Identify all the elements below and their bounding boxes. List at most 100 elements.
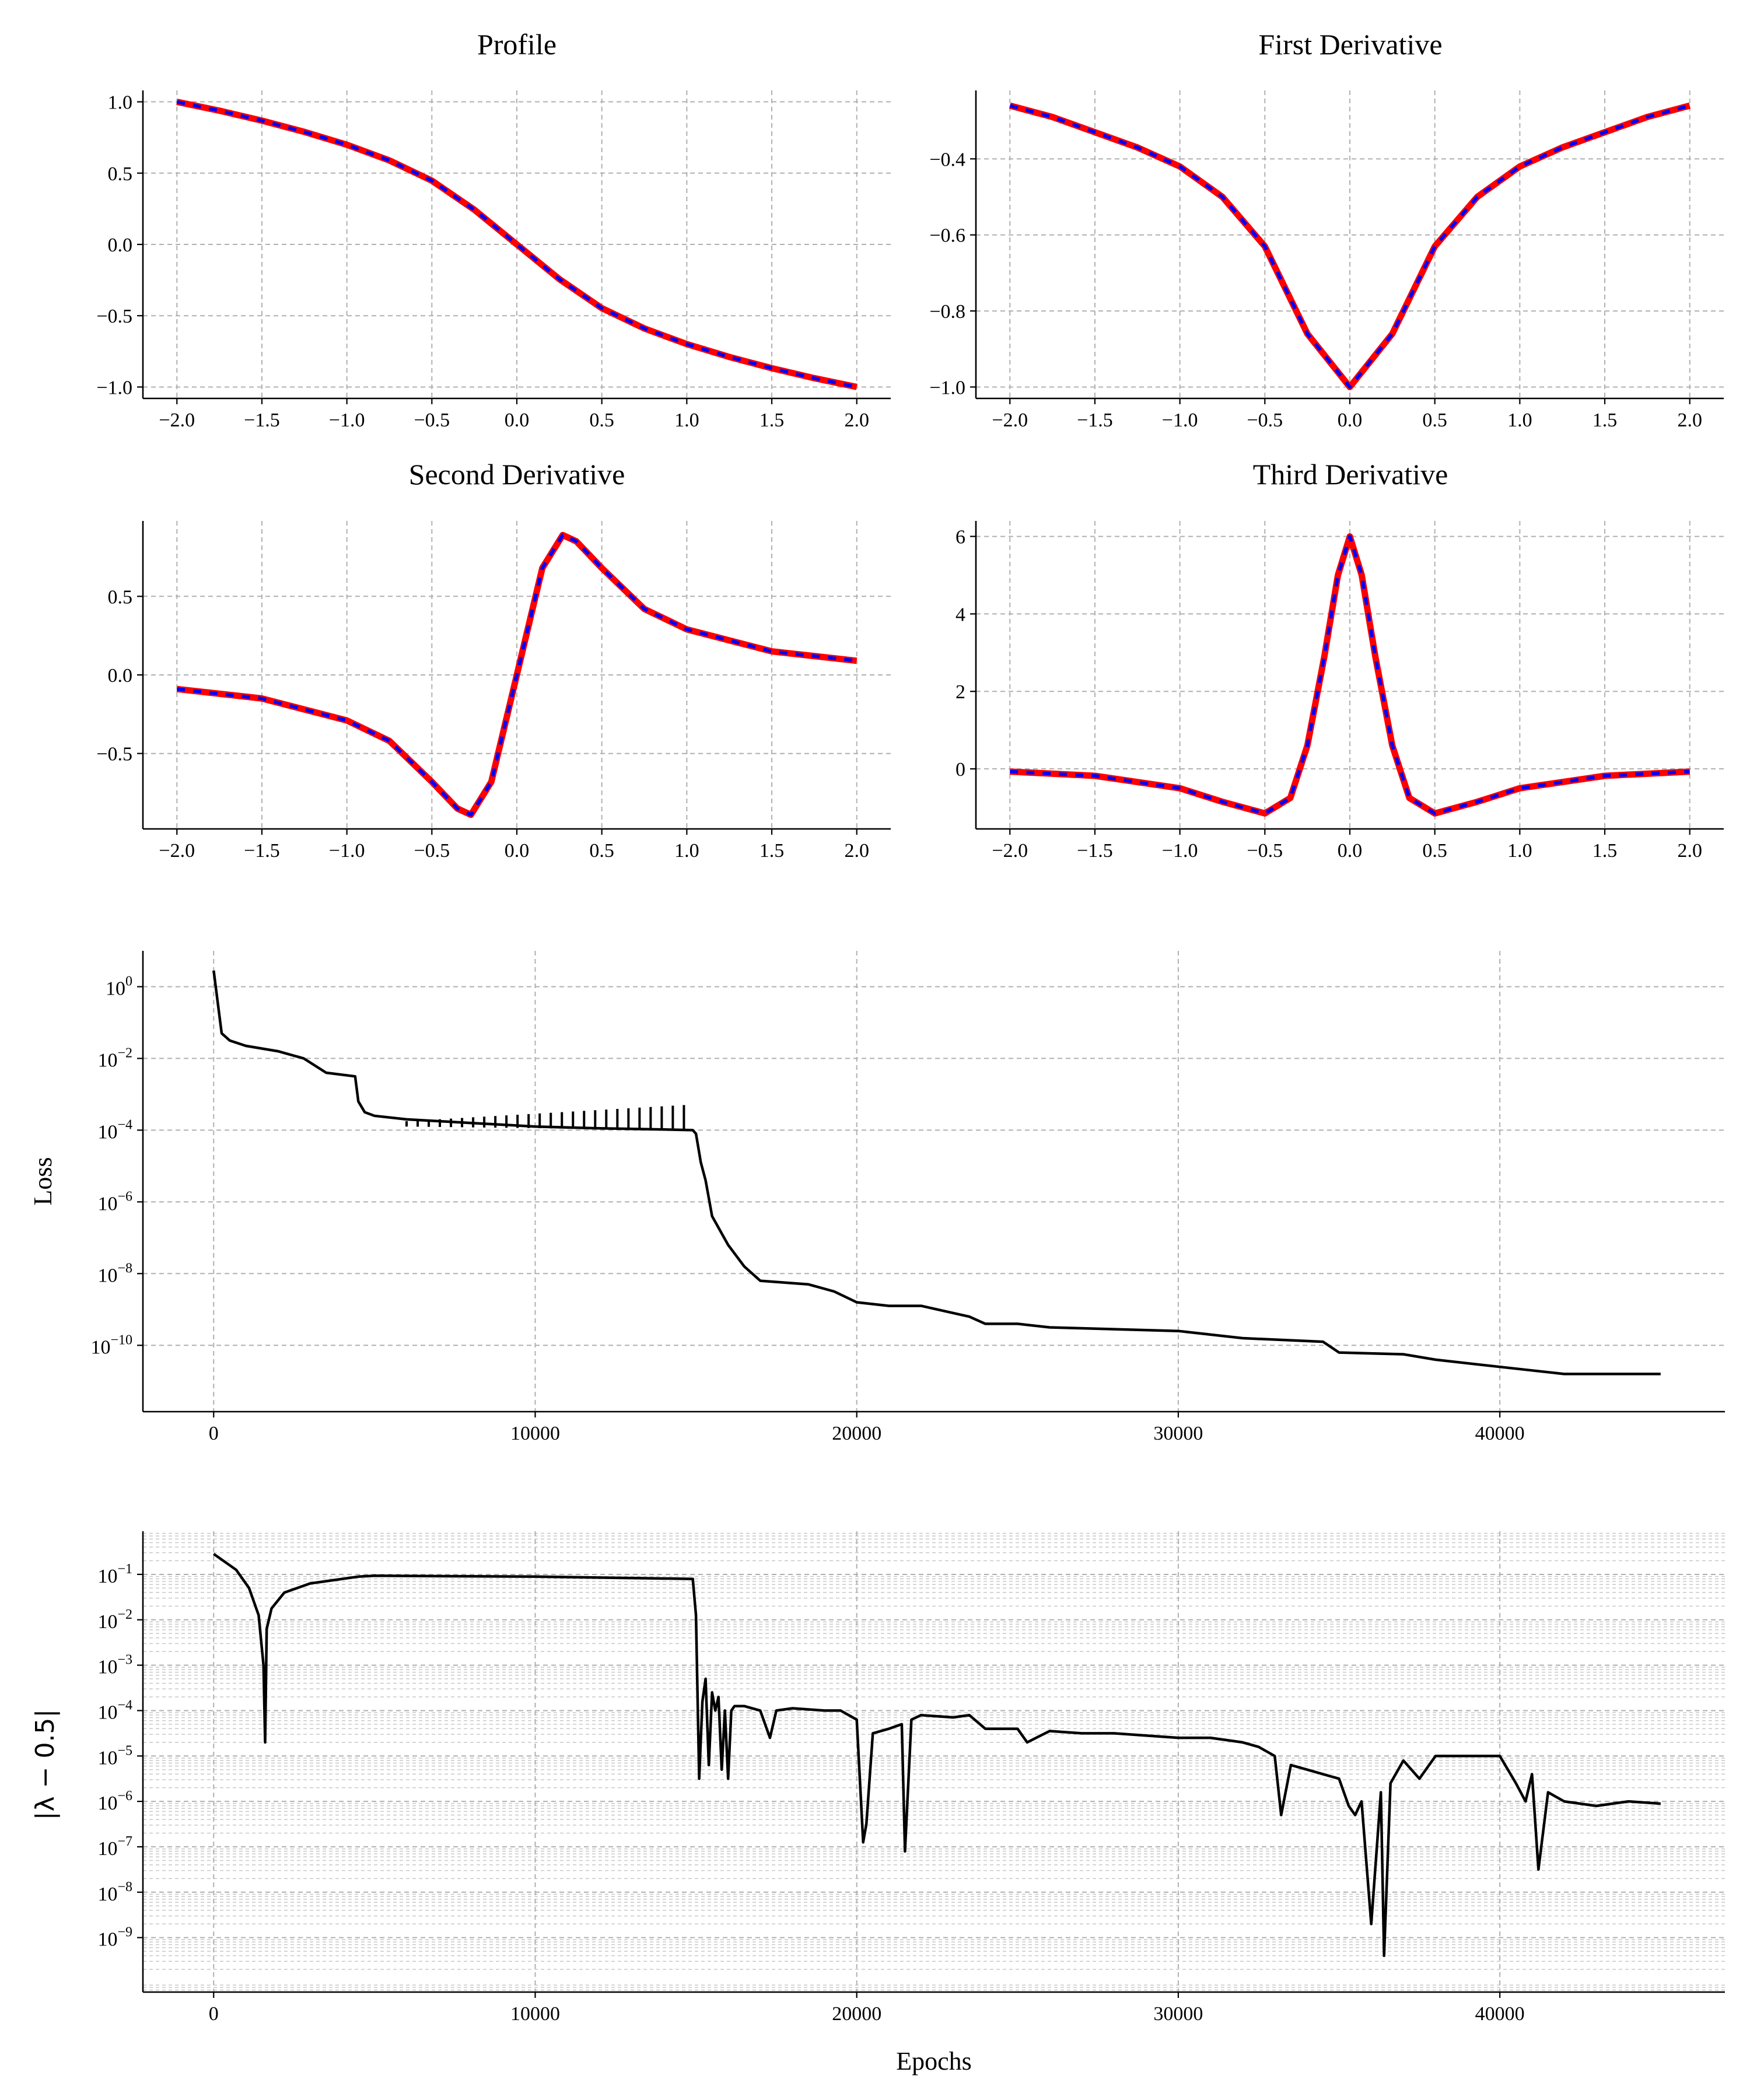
y-tick-label: −1.0 <box>96 377 132 398</box>
series-line-lambda_error <box>212 1553 1661 1957</box>
x-tick-label: 1.0 <box>674 410 699 431</box>
panel-title-second-derivative: Second Derivative <box>409 458 625 491</box>
y-tick-label: −0.5 <box>96 306 132 327</box>
y-tick-label-base: 10 <box>97 1265 117 1286</box>
y-tick-label: 0.5 <box>108 586 133 608</box>
y-tick-label-base: 10 <box>97 1193 117 1214</box>
y-tick-label-base: 10 <box>106 978 125 999</box>
panel-first-derivative: First Derivative −2.0 −1.5 −1.0 −0.5 0.0 0.5 1… <box>929 28 1724 431</box>
y-tick-label-exponent: −4 <box>117 1698 132 1713</box>
y-tick-label-exponent: −8 <box>117 1880 132 1895</box>
x-tick-label: 0.5 <box>1422 410 1447 431</box>
y-tick-label: −1.0 <box>929 377 965 398</box>
x-tick-label: 2.0 <box>1677 840 1702 862</box>
x-tick-label: 10000 <box>510 1423 560 1444</box>
y-tick-label: 6 <box>956 527 965 548</box>
x-tick-label: −0.5 <box>1247 410 1283 431</box>
x-tick-label: −2.0 <box>159 410 195 431</box>
x-tick-label: 1.0 <box>1507 840 1532 862</box>
y-tick-label-exponent: −6 <box>117 1788 132 1804</box>
x-tick-label: 1.5 <box>760 410 785 431</box>
y-tick-label: 10−5 <box>97 1743 132 1769</box>
y-tick-label: 0.0 <box>108 665 133 687</box>
y-tick-label-base: 10 <box>97 1121 117 1143</box>
y-axis-label-loss: Loss <box>29 1157 57 1205</box>
x-tick-label: −1.0 <box>1162 840 1198 862</box>
series-line-exact <box>1009 104 1690 389</box>
x-tick-label: 1.5 <box>760 840 785 862</box>
x-tick-label: −1.5 <box>1077 840 1113 862</box>
y-tick-label-base: 10 <box>97 1049 117 1071</box>
series-line-loss <box>212 970 1661 1376</box>
x-tick-label: 1.0 <box>1507 410 1532 431</box>
x-tick-label: 1.5 <box>1592 410 1618 431</box>
y-tick-label: 0 <box>956 759 965 780</box>
x-tick-label: 40000 <box>1475 1423 1525 1444</box>
x-tick-label: 0.0 <box>505 410 530 431</box>
y-axis-label-lambda-error: |λ − 0.5| <box>30 1709 60 1821</box>
y-tick-label-exponent: −6 <box>117 1189 132 1204</box>
x-tick-label: 0.5 <box>589 410 614 431</box>
y-tick-label-exponent: −8 <box>117 1261 132 1276</box>
x-tick-label: 2.0 <box>844 410 869 431</box>
y-tick-label: 0.5 <box>108 163 133 185</box>
y-tick-label-exponent: −3 <box>117 1653 132 1668</box>
x-tick-label: 40000 <box>1475 2003 1525 2025</box>
x-tick-label: 2.0 <box>1677 410 1702 431</box>
x-tick-label: 1.0 <box>674 840 699 862</box>
y-tick-label: 10−4 <box>97 1698 132 1723</box>
y-tick-label: 10−2 <box>97 1045 132 1071</box>
series-line-exact <box>176 100 858 389</box>
y-tick-label: −0.8 <box>929 301 965 323</box>
x-tick-label: −0.5 <box>1247 840 1283 862</box>
y-tick-label: −0.6 <box>929 225 965 247</box>
y-tick-label-exponent: −5 <box>117 1743 132 1758</box>
x-tick-label: 20000 <box>832 2003 881 2025</box>
plot-third-derivative: −2.0 −1.5 −1.0 −0.5 0.0 0.5 1.0 1.5 2.0 0 2 4 6 <box>956 521 1724 862</box>
y-tick-label-exponent: −2 <box>117 1607 132 1622</box>
panel-title-first-derivative: First Derivative <box>1258 28 1442 61</box>
panel-second-derivative: Second Derivative −2.0 −1.5 −1.0 −0.5 0.0 0.5… <box>96 458 891 862</box>
x-tick-label: −0.5 <box>414 410 450 431</box>
y-tick-label: 10−4 <box>97 1117 132 1143</box>
y-tick-label: 1.0 <box>108 92 133 114</box>
y-tick-label: 10−10 <box>90 1332 132 1358</box>
y-tick-label: 0.0 <box>108 235 133 256</box>
y-tick-label-base: 10 <box>97 1929 117 1951</box>
series-line-exact <box>1010 534 1690 816</box>
x-tick-label: 30000 <box>1153 1423 1203 1444</box>
y-tick-label-base: 10 <box>97 1657 117 1678</box>
x-tick-label: 1.5 <box>1592 840 1618 862</box>
plot-second-derivative: −2.0 −1.5 −1.0 −0.5 0.0 0.5 1.0 1.5 2.0 −0.5 0.0 0.… <box>96 521 891 862</box>
panel-title-third-derivative: Third Derivative <box>1253 458 1448 491</box>
y-tick-label-exponent: −10 <box>110 1332 132 1348</box>
x-tick-label: 10000 <box>510 2003 560 2025</box>
panel-lambda-error: |λ − 0.5| 0 10000 20000 30000 4000010−110−21… <box>30 1531 1725 2076</box>
y-tick-label: 10−1 <box>97 1562 132 1587</box>
x-tick-label: 0.5 <box>1422 840 1447 862</box>
x-tick-label: −1.5 <box>244 840 280 862</box>
y-tick-label-base: 10 <box>97 1702 117 1723</box>
y-tick-label-base: 10 <box>97 1884 117 1905</box>
y-tick-label: 10−3 <box>97 1653 132 1678</box>
x-tick-label: 0.0 <box>505 840 530 862</box>
x-tick-label: −2.0 <box>159 840 195 862</box>
y-tick-label: 10−8 <box>97 1261 132 1286</box>
panel-loss: Loss 0 10000 20000 30000 4000010010−210−410−… <box>29 951 1725 1444</box>
x-tick-label: −1.5 <box>1077 410 1113 431</box>
plot-lambda-error: 0 10000 20000 30000 4000010−110−210−310−410−… <box>97 1531 1725 2025</box>
x-tick-label: −1.5 <box>244 410 280 431</box>
y-tick-label-base: 10 <box>97 1566 117 1587</box>
plot-loss: 0 10000 20000 30000 4000010010−210−410−610−8… <box>90 951 1725 1444</box>
y-tick-label-exponent: −1 <box>117 1562 132 1577</box>
x-tick-label: 0.0 <box>1338 840 1363 862</box>
y-tick-label: 10−9 <box>97 1925 132 1951</box>
x-tick-label: −2.0 <box>992 840 1028 862</box>
plot-profile: −2.0 −1.5 −1.0 −0.5 0.0 0.5 1.0 1.5 2.0 −1.0 −0.5 0… <box>96 90 891 431</box>
x-tick-label: 0 <box>209 1423 219 1444</box>
x-tick-label: −1.0 <box>329 840 365 862</box>
y-tick-label: 10−2 <box>97 1607 132 1633</box>
y-tick-label-base: 10 <box>97 1747 117 1769</box>
